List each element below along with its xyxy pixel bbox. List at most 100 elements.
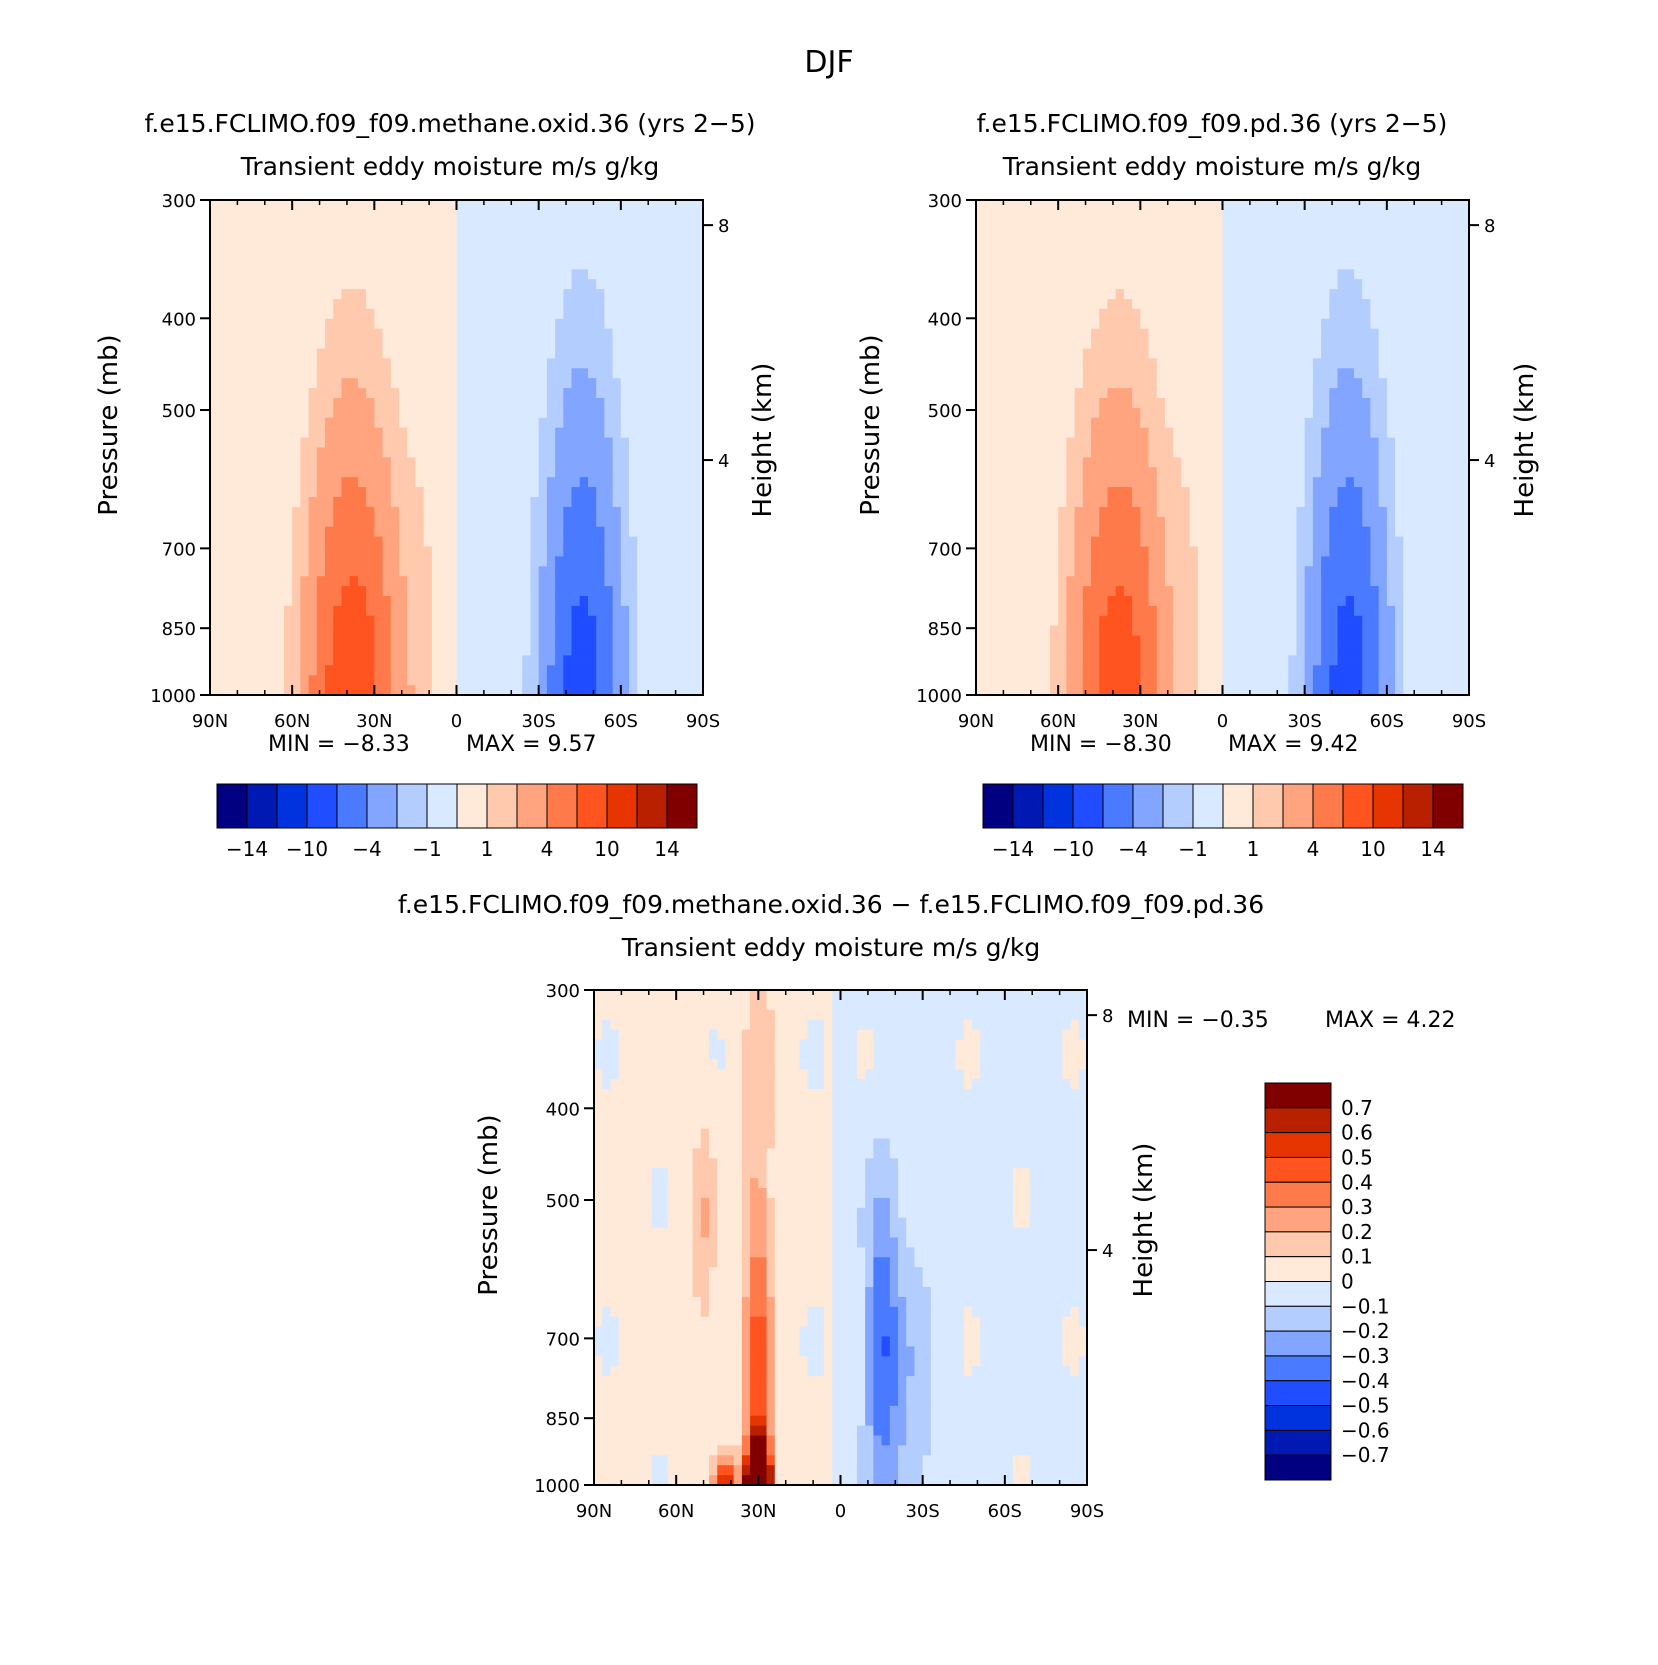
- colorbar-label: 14: [654, 837, 679, 861]
- heatmap-cell: [1181, 467, 1190, 478]
- heatmap-cell: [432, 368, 441, 379]
- heatmap-cell: [687, 586, 696, 597]
- heatmap-cell: [358, 626, 367, 637]
- heatmap-cell: [1132, 299, 1141, 310]
- heatmap-cell: [621, 497, 630, 508]
- heatmap-cell: [489, 349, 498, 360]
- heatmap-cell: [596, 537, 605, 548]
- heatmap-cell: [259, 675, 268, 686]
- heatmap-cell: [596, 467, 605, 478]
- heatmap-cell: [350, 220, 359, 231]
- heatmap-cell: [457, 398, 466, 409]
- heatmap-cell: [383, 547, 392, 558]
- heatmap-cell: [350, 339, 359, 350]
- colorbar-label: 10: [594, 837, 619, 861]
- heatmap-cell: [645, 636, 654, 647]
- heatmap-cell: [506, 448, 515, 459]
- heatmap-cell: [539, 329, 548, 340]
- heatmap-cell: [424, 388, 433, 399]
- heatmap-cell: [424, 398, 433, 409]
- heatmap-cell: [1370, 250, 1379, 261]
- heatmap-cell: [1321, 309, 1330, 320]
- heatmap-cell: [530, 418, 539, 429]
- heatmap-cell: [251, 507, 260, 518]
- heatmap-cell: [235, 675, 244, 686]
- heatmap-cell: [358, 250, 367, 261]
- heatmap-cell: [1099, 457, 1108, 468]
- heatmap-cell: [383, 655, 392, 666]
- heatmap-cell: [1223, 210, 1232, 221]
- heatmap-cell: [325, 467, 334, 478]
- heatmap-cell: [563, 497, 572, 508]
- heatmap-cell: [1354, 487, 1363, 498]
- heatmap-cell: [588, 448, 597, 459]
- heatmap-cell: [1124, 240, 1133, 251]
- heatmap-cell: [1140, 220, 1149, 231]
- heatmap-cell: [432, 210, 441, 221]
- heatmap-cell: [292, 665, 301, 676]
- heatmap-cell: [374, 269, 383, 280]
- heatmap-cell: [514, 339, 523, 350]
- heatmap-cell: [333, 289, 342, 300]
- heatmap-cell: [506, 556, 515, 567]
- panel-pd: f.e15.FCLIMO.f09_f09.pd.36 (yrs 2−5) Tra…: [856, 109, 1540, 861]
- heatmap-cell: [645, 586, 654, 597]
- heatmap-cell: [235, 259, 244, 270]
- heatmap-cell: [276, 576, 285, 587]
- colorbar-label: −4: [352, 837, 381, 861]
- heatmap-cell: [251, 299, 260, 310]
- heatmap-cell: [1075, 339, 1084, 350]
- heatmap-cell: [539, 507, 548, 518]
- heatmap-cell: [276, 537, 285, 548]
- heatmap-cell: [1338, 428, 1347, 439]
- heatmap-cell: [1444, 269, 1453, 280]
- heatmap-cell: [1066, 240, 1075, 251]
- colorbar-swatch: [367, 784, 397, 828]
- heatmap-cell: [984, 368, 993, 379]
- colorbar-swatch: [667, 784, 697, 828]
- heatmap-cell: [333, 586, 342, 597]
- heatmap-cell: [1296, 477, 1305, 488]
- heatmap-cell: [440, 556, 449, 567]
- heatmap-cell: [268, 349, 277, 360]
- heatmap-cell: [350, 527, 359, 538]
- heatmap-cell: [1149, 497, 1158, 508]
- heatmap-cell: [218, 646, 227, 657]
- heatmap-cell: [1173, 349, 1182, 360]
- heatmap-cell: [522, 200, 531, 211]
- heatmap-cell: [629, 596, 638, 607]
- heatmap-cell: [1420, 289, 1429, 300]
- heatmap-cell: [259, 527, 268, 538]
- heatmap-cell: [366, 358, 375, 369]
- heatmap-cell: [1107, 378, 1116, 389]
- heatmap-cell: [251, 210, 260, 221]
- heatmap-cell: [333, 507, 342, 518]
- heatmap-cell: [1025, 507, 1034, 518]
- heatmap-cell: [1190, 299, 1199, 310]
- heatmap-cell: [448, 339, 457, 350]
- heatmap-cell: [284, 586, 293, 597]
- heatmap-cell: [1288, 210, 1297, 221]
- heatmap-cell: [1272, 339, 1281, 350]
- heatmap-cell: [572, 467, 581, 478]
- heatmap-cell: [317, 259, 326, 270]
- heatmap-cell: [530, 358, 539, 369]
- heatmap-cell: [687, 596, 696, 607]
- heatmap-cell: [1157, 477, 1166, 488]
- heatmap-cell: [678, 220, 687, 231]
- heatmap-cell: [662, 665, 671, 676]
- heatmap-cell: [1288, 388, 1297, 399]
- heatmap-cell: [580, 299, 589, 310]
- heatmap-cell: [243, 646, 252, 657]
- heatmap-cell: [268, 646, 277, 657]
- heatmap-cell: [662, 210, 671, 221]
- heatmap-cell: [1395, 329, 1404, 340]
- heatmap-cell: [1420, 339, 1429, 350]
- heatmap-cell: [366, 378, 375, 389]
- heatmap-cell: [1140, 408, 1149, 419]
- heatmap-cell: [498, 675, 507, 686]
- heatmap-cell: [457, 675, 466, 686]
- heatmap-cell: [333, 378, 342, 389]
- heatmap-cell: [1206, 259, 1215, 270]
- heatmap-cell: [235, 527, 244, 538]
